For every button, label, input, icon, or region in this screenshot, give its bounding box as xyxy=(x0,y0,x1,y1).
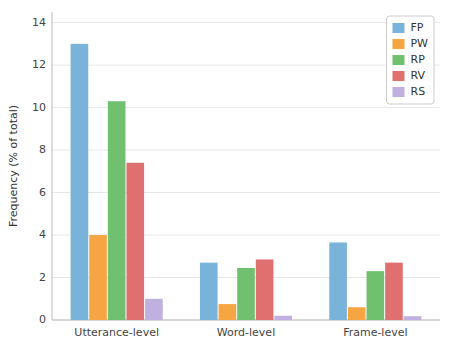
legend: FP PW RP RV RS xyxy=(386,16,434,104)
grid xyxy=(52,23,440,320)
bar xyxy=(404,316,422,320)
legend-swatch xyxy=(392,71,404,81)
y-tick-label: 0 xyxy=(39,313,46,326)
bar xyxy=(126,163,144,320)
legend-label: RP xyxy=(410,53,425,66)
y-tick-label: 14 xyxy=(32,16,46,29)
bar xyxy=(367,271,385,320)
series xyxy=(108,101,384,320)
bar xyxy=(329,242,347,320)
bars xyxy=(71,44,422,320)
x-axis: Utterance-level Word-level Frame-level xyxy=(74,326,407,339)
bar xyxy=(200,263,218,320)
x-tick-label: Utterance-level xyxy=(74,326,159,339)
bar xyxy=(108,101,126,320)
legend-swatch xyxy=(392,39,404,49)
bar xyxy=(71,44,89,320)
legend-label: PW xyxy=(410,37,428,50)
legend-label: FP xyxy=(410,21,423,34)
bar xyxy=(89,235,107,320)
bar xyxy=(219,304,237,320)
bar xyxy=(348,307,366,320)
series xyxy=(71,44,347,320)
legend-label: RV xyxy=(410,69,425,82)
legend-swatch xyxy=(392,55,404,65)
chart: 0 2 4 6 8 10 12 14 Frequency (% of total) Utteran… xyxy=(0,0,450,350)
grid-line xyxy=(52,65,440,66)
series xyxy=(126,163,402,320)
y-tick-label: 2 xyxy=(39,271,46,284)
x-tick-label: Frame-level xyxy=(343,326,407,339)
y-tick-label: 10 xyxy=(32,101,46,114)
y-tick-label: 6 xyxy=(39,186,46,199)
y-tick-label: 4 xyxy=(39,228,46,241)
y-axis-line xyxy=(52,12,53,320)
x-tick-label: Word-level xyxy=(217,326,275,339)
y-axis-label: Frequency (% of total) xyxy=(7,105,20,227)
page: {"chart_data": {"type": "bar", "ylabel":… xyxy=(0,0,450,350)
legend-swatch xyxy=(392,23,404,33)
bar xyxy=(274,316,292,320)
bar xyxy=(385,263,403,320)
legend-swatch xyxy=(392,87,404,97)
bar xyxy=(145,299,163,320)
y-axis: 0 2 4 6 8 10 12 14 xyxy=(32,12,52,326)
y-tick-label: 8 xyxy=(39,143,46,156)
bar xyxy=(256,259,274,320)
grid-line xyxy=(52,22,440,23)
series xyxy=(145,299,421,320)
y-tick-label: 12 xyxy=(32,58,46,71)
bar xyxy=(237,268,255,320)
legend-box xyxy=(386,16,434,104)
chart-container: 0 2 4 6 8 10 12 14 Frequency (% of total) Utteran… xyxy=(0,0,450,350)
legend-label: RS xyxy=(410,85,425,98)
